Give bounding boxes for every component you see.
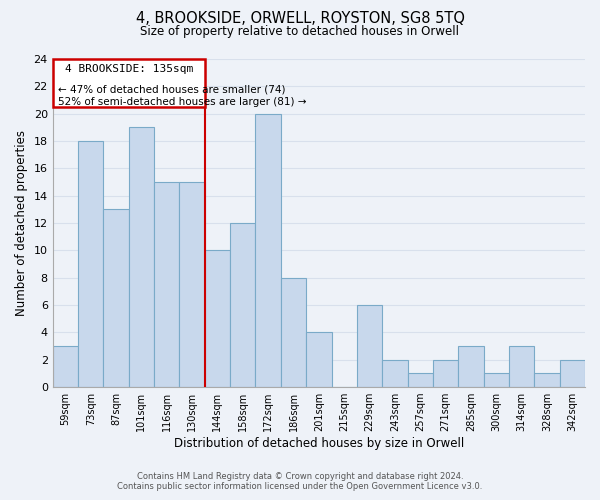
Bar [256,114,281,387]
Text: 52% of semi-detached houses are larger (81) →: 52% of semi-detached houses are larger (… [58,98,306,108]
Text: 4 BROOKSIDE: 135sqm: 4 BROOKSIDE: 135sqm [65,64,193,74]
Y-axis label: Number of detached properties: Number of detached properties [15,130,28,316]
Bar [382,360,407,387]
Bar [509,346,535,387]
Bar [407,374,433,387]
Bar [230,223,256,387]
Bar [281,278,306,387]
Text: 4, BROOKSIDE, ORWELL, ROYSTON, SG8 5TQ: 4, BROOKSIDE, ORWELL, ROYSTON, SG8 5TQ [136,11,464,26]
Bar [179,182,205,387]
Bar [433,360,458,387]
Bar [103,210,129,387]
Bar [53,346,78,387]
Bar [306,332,332,387]
Bar [458,346,484,387]
Text: Size of property relative to detached houses in Orwell: Size of property relative to detached ho… [140,25,460,38]
FancyBboxPatch shape [53,59,205,107]
Text: ← 47% of detached houses are smaller (74): ← 47% of detached houses are smaller (74… [58,85,285,95]
Bar [357,305,382,387]
Bar [535,374,560,387]
Bar [205,250,230,387]
Bar [484,374,509,387]
Text: Contains HM Land Registry data © Crown copyright and database right 2024.
Contai: Contains HM Land Registry data © Crown c… [118,472,482,491]
Bar [560,360,585,387]
Bar [154,182,179,387]
Bar [78,141,103,387]
Bar [129,128,154,387]
X-axis label: Distribution of detached houses by size in Orwell: Distribution of detached houses by size … [174,437,464,450]
